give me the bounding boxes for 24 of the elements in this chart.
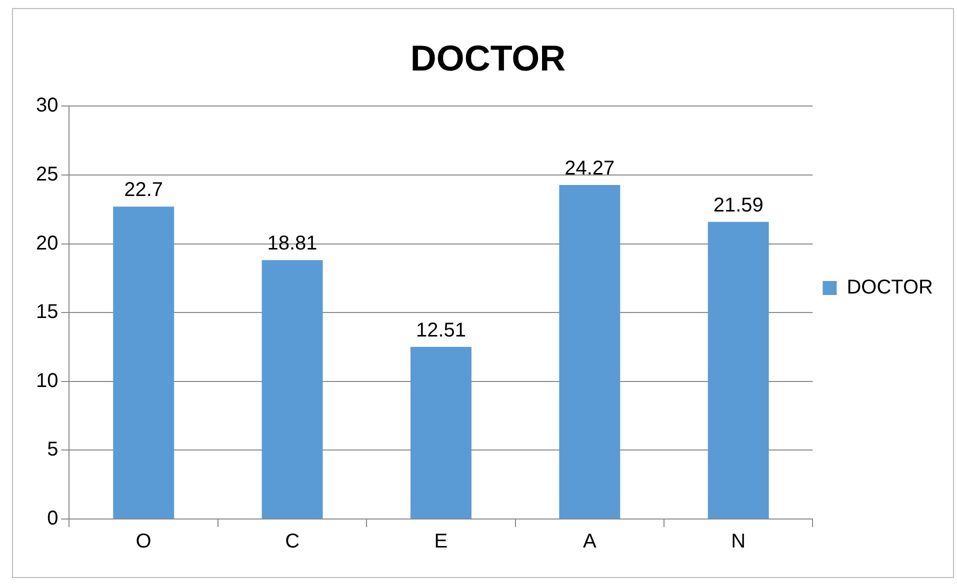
x-tick-label: E	[434, 530, 448, 553]
y-tick-label: 25	[36, 164, 58, 186]
bar	[559, 185, 620, 518]
x-tick-label: O	[136, 530, 152, 553]
data-label: 18.81	[267, 232, 318, 255]
y-tick-label: 20	[36, 232, 58, 254]
bar	[262, 260, 323, 518]
data-label: 22.7	[124, 179, 164, 202]
bar	[708, 222, 769, 518]
x-tick-label: N	[731, 530, 746, 553]
y-tick-label: 5	[47, 438, 58, 461]
chart-title: DOCTOR	[410, 38, 566, 79]
bar	[410, 346, 472, 518]
data-label: 21.59	[713, 194, 764, 216]
y-tick-label: 0	[47, 508, 58, 530]
y-tick-label: 10	[36, 370, 58, 392]
x-tick-label: A	[582, 530, 597, 553]
y-tick-label: 30	[36, 94, 58, 117]
legend-label: DOCTOR	[846, 276, 934, 299]
x-tick-label: C	[285, 530, 300, 553]
bar	[113, 206, 174, 518]
data-label: 12.51	[416, 319, 466, 342]
data-label: 24.27	[564, 158, 615, 180]
y-tick-label: 15	[36, 301, 58, 324]
